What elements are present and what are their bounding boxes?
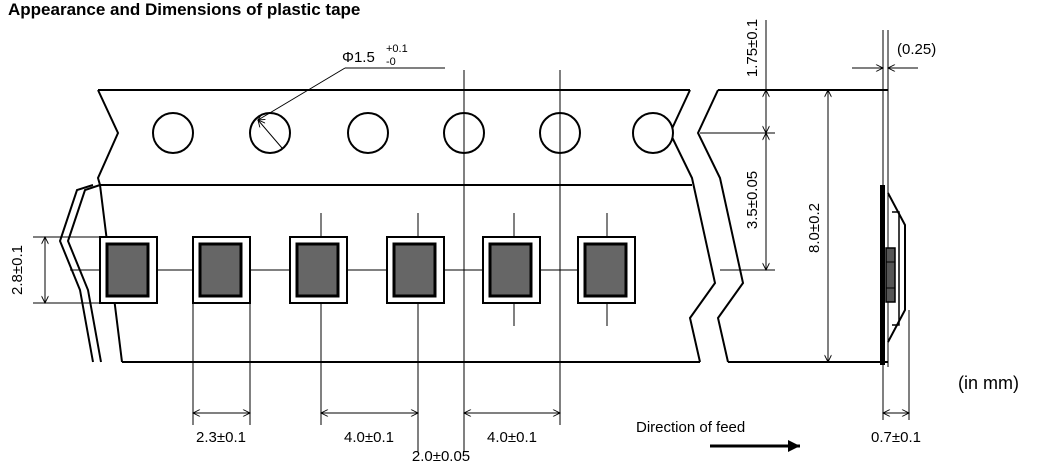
pocket-width-label: 2.3±0.1 bbox=[196, 429, 246, 446]
sprocket-hole bbox=[347, 112, 389, 154]
pocket bbox=[577, 236, 636, 304]
diagram-title: Appearance and Dimensions of plastic tap… bbox=[8, 0, 361, 19]
pocket-depth-label: 0.7±0.1 bbox=[871, 429, 921, 446]
pocket bbox=[482, 236, 541, 304]
hole-diameter-minus: -0 bbox=[386, 56, 396, 68]
pocket bbox=[289, 236, 348, 304]
tape-thickness-label: (0.25) bbox=[897, 41, 936, 58]
sprocket-hole bbox=[249, 112, 291, 154]
side-view bbox=[880, 30, 910, 420]
pocket-height-label: 2.8±0.1 bbox=[9, 245, 26, 295]
pocket bbox=[386, 236, 445, 304]
feed-direction-label: Direction of feed bbox=[636, 419, 745, 436]
pocket bbox=[192, 236, 251, 304]
sprocket-hole bbox=[632, 112, 674, 154]
sprocket-hole bbox=[152, 112, 194, 154]
dimension-labels: Φ1.5 +0.1 -0 1.75±0.1 3.5±0.05 8.0±0.2 2… bbox=[9, 19, 1019, 465]
hole-to-pocket-label: 3.5±0.05 bbox=[744, 171, 761, 229]
edge-to-hole-label: 1.75±0.1 bbox=[744, 19, 761, 77]
pocket bbox=[99, 236, 158, 304]
dimension-lines bbox=[33, 20, 918, 452]
hole-diameter-plus: +0.1 bbox=[386, 43, 408, 55]
hole-pitch-label: 4.0±0.1 bbox=[487, 429, 537, 446]
sprocket-holes bbox=[152, 112, 674, 154]
hole-offset-label: 2.0±0.05 bbox=[412, 448, 470, 465]
pockets bbox=[99, 236, 636, 304]
hole-diameter-label: Φ1.5 bbox=[342, 49, 375, 66]
pocket-pitch-label: 4.0±0.1 bbox=[344, 429, 394, 446]
units-label: (in mm) bbox=[958, 373, 1019, 393]
tape-width-label: 8.0±0.2 bbox=[806, 203, 823, 253]
